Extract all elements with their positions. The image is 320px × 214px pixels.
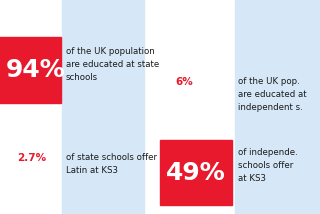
Text: of state schools offer
Latin at KS3: of state schools offer Latin at KS3 bbox=[66, 153, 156, 175]
Bar bbox=[62, 0, 144, 214]
Bar bbox=[160, 140, 232, 205]
Text: 94%: 94% bbox=[5, 58, 65, 82]
Bar bbox=[0, 37, 61, 103]
Text: 2.7%: 2.7% bbox=[17, 153, 47, 163]
Text: 49%: 49% bbox=[166, 161, 226, 185]
Text: of the UK population
are educated at state
schools: of the UK population are educated at sta… bbox=[66, 47, 159, 82]
Text: 6%: 6% bbox=[175, 77, 193, 87]
Bar bbox=[235, 0, 320, 214]
Text: of the UK pop.
are educated at
independent s.: of the UK pop. are educated at independe… bbox=[238, 77, 307, 112]
Text: of independe.
schools offer
at KS3: of independe. schools offer at KS3 bbox=[238, 148, 298, 183]
